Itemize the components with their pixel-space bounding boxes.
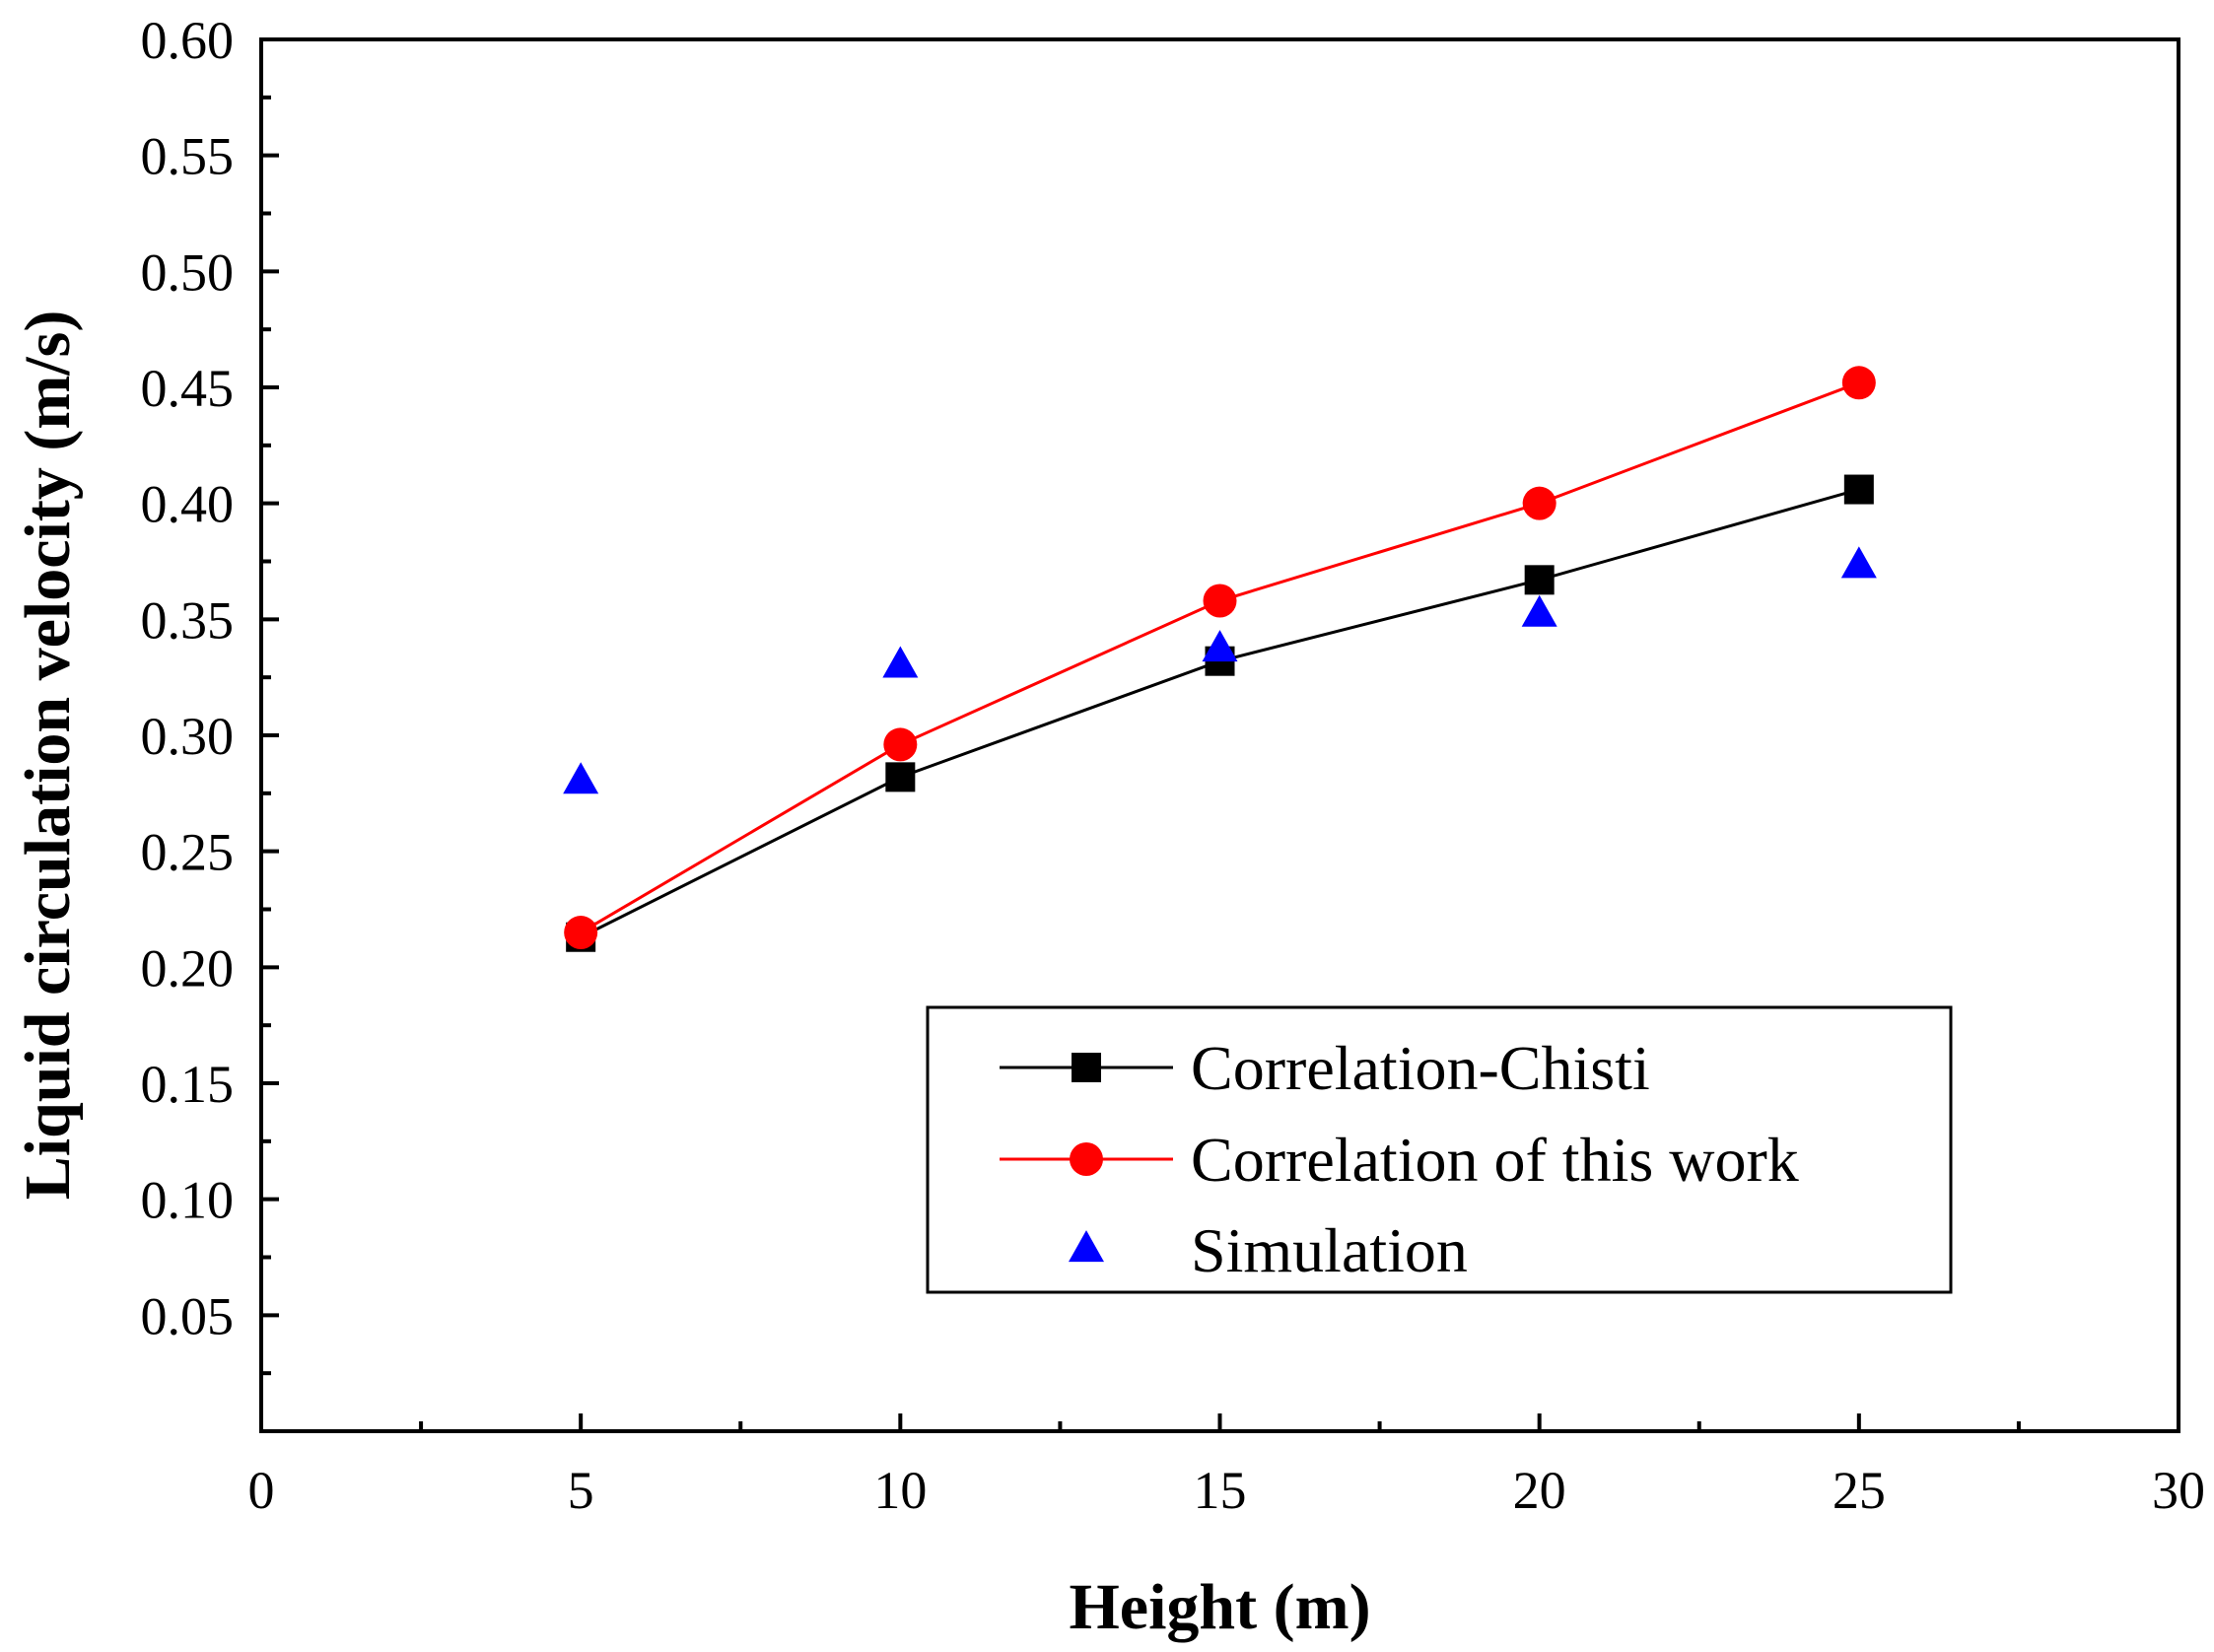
x-tick-label: 25	[1833, 1461, 1886, 1520]
legend-label: Correlation-Chisti	[1191, 1033, 1650, 1103]
x-tick-label: 0	[248, 1461, 275, 1520]
y-tick-label: 0.05	[141, 1286, 235, 1345]
legend-marker-circle	[1070, 1142, 1103, 1176]
axes: 0 5 10 15 20 25 30 0.05 0.10 0.15 0.20 0.25 0.30 0.35…	[141, 11, 2206, 1520]
legend-item: Simulation	[1069, 1215, 1468, 1285]
x-tick-label: 30	[2152, 1461, 2205, 1520]
x-axis-title: Height (m)	[1069, 1571, 1370, 1643]
y-tick-label: 0.40	[141, 475, 235, 534]
series-triangle	[563, 546, 1877, 794]
data-point-square	[885, 762, 916, 792]
legend-label: Simulation	[1191, 1215, 1468, 1285]
plot-series	[563, 366, 1877, 952]
data-point-circle	[883, 727, 918, 762]
legend-label: Correlation of this work	[1191, 1125, 1799, 1195]
data-point-triangle	[1521, 594, 1557, 627]
data-point-circle	[1203, 584, 1237, 618]
data-point-triangle	[882, 646, 919, 678]
legend-marker-triangle	[1069, 1230, 1104, 1263]
legend-marker-square	[1072, 1053, 1101, 1082]
y-tick-label: 0.25	[141, 823, 235, 882]
y-tick-label: 0.35	[141, 590, 235, 650]
y-tick-label: 0.30	[141, 707, 235, 766]
legend-item: Correlation-Chisti	[1000, 1033, 1650, 1103]
data-point-circle	[1522, 486, 1557, 520]
legend: Correlation-Chisti Correlation of this wo…	[926, 1005, 1953, 1294]
y-axis-title: Liquid circulation velocity (m/s)	[12, 310, 84, 1201]
x-tick-label: 20	[1513, 1461, 1566, 1520]
y-tick-label: 0.15	[141, 1055, 235, 1114]
y-tick-label: 0.20	[141, 938, 235, 998]
legend-item: Correlation of this work	[1000, 1125, 1799, 1195]
data-point-circle	[1841, 366, 1876, 400]
data-point-triangle	[563, 762, 599, 794]
y-tick-label: 0.60	[141, 11, 235, 70]
data-point-square	[1524, 565, 1555, 595]
y-tick-label: 0.50	[141, 242, 235, 302]
data-point-triangle	[1202, 630, 1238, 662]
x-tick-label: 10	[873, 1461, 927, 1520]
data-point-triangle	[1840, 546, 1877, 579]
data-point-square	[1843, 474, 1874, 505]
y-tick-label: 0.10	[141, 1171, 235, 1230]
y-tick-label: 0.55	[141, 127, 235, 186]
x-tick-label: 15	[1194, 1461, 1247, 1520]
x-tick-label: 5	[568, 1461, 594, 1520]
series-circle	[564, 366, 1876, 950]
data-point-circle	[564, 916, 598, 950]
y-tick-label: 0.45	[141, 359, 235, 418]
